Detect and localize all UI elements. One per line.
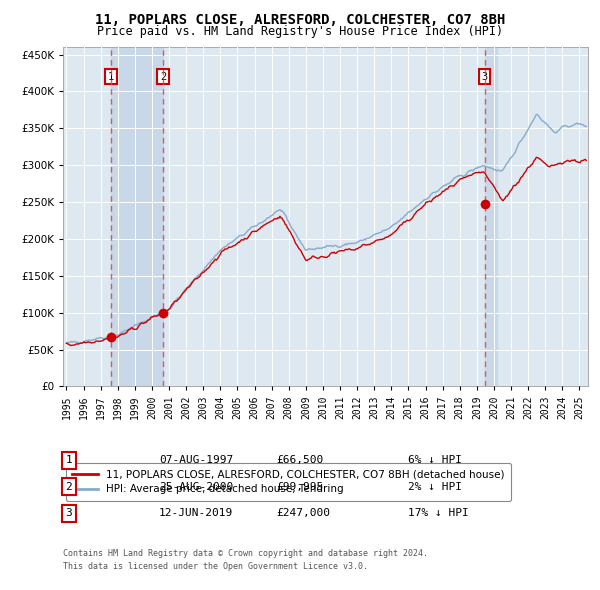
Text: 2: 2 <box>65 482 73 491</box>
Text: 25-AUG-2000: 25-AUG-2000 <box>159 482 233 491</box>
Bar <box>111 47 163 386</box>
Bar <box>485 47 497 386</box>
Text: 12-JUN-2019: 12-JUN-2019 <box>159 509 233 518</box>
Text: Price paid vs. HM Land Registry's House Price Index (HPI): Price paid vs. HM Land Registry's House … <box>97 25 503 38</box>
Text: 1: 1 <box>65 455 73 465</box>
Text: £99,995: £99,995 <box>276 482 323 491</box>
Text: 2% ↓ HPI: 2% ↓ HPI <box>408 482 462 491</box>
Text: 1: 1 <box>108 72 114 81</box>
Text: 11, POPLARS CLOSE, ALRESFORD, COLCHESTER, CO7 8BH: 11, POPLARS CLOSE, ALRESFORD, COLCHESTER… <box>95 13 505 27</box>
Text: 17% ↓ HPI: 17% ↓ HPI <box>408 509 469 518</box>
Legend: 11, POPLARS CLOSE, ALRESFORD, COLCHESTER, CO7 8BH (detached house), HPI: Average: 11, POPLARS CLOSE, ALRESFORD, COLCHESTER… <box>65 463 511 500</box>
Text: 07-AUG-1997: 07-AUG-1997 <box>159 455 233 465</box>
Text: £247,000: £247,000 <box>276 509 330 518</box>
Text: 3: 3 <box>481 72 488 81</box>
Text: 3: 3 <box>65 509 73 518</box>
Text: This data is licensed under the Open Government Licence v3.0.: This data is licensed under the Open Gov… <box>63 562 368 571</box>
Text: 6% ↓ HPI: 6% ↓ HPI <box>408 455 462 465</box>
Text: 2: 2 <box>160 72 166 81</box>
Text: Contains HM Land Registry data © Crown copyright and database right 2024.: Contains HM Land Registry data © Crown c… <box>63 549 428 558</box>
Text: £66,500: £66,500 <box>276 455 323 465</box>
